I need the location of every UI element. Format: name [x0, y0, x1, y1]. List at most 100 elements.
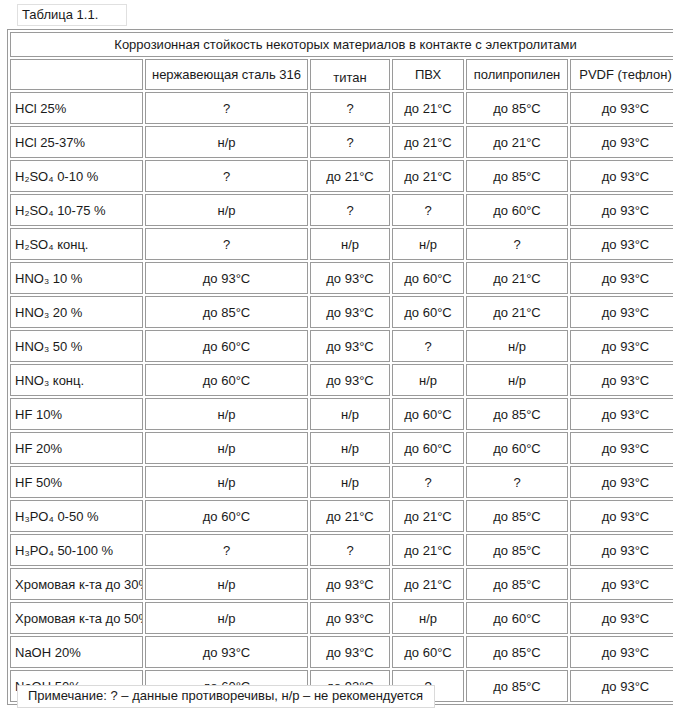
corrosion-table: Коррозионная стойкость некоторых материа…	[7, 29, 673, 705]
value-cell: до 21°C	[392, 92, 464, 124]
value-cell: до 93°C	[310, 568, 390, 600]
value-cell: до 60°C	[392, 432, 464, 464]
value-cell: ?	[310, 194, 390, 226]
table-row: HF 50% н/р н/р ? ? до 93°C	[10, 466, 673, 498]
value-cell: до 21°C	[310, 160, 390, 192]
row-label: H₂SO₄ 0-10 %	[10, 160, 143, 192]
value-cell: до 60°C	[392, 636, 464, 668]
value-cell: ?	[310, 92, 390, 124]
value-cell: до 85°C	[466, 636, 568, 668]
table-row: HNO₃ 20 % до 85°C до 93°C до 60°C до 21°…	[10, 296, 673, 328]
value-cell: до 21°C	[392, 160, 464, 192]
value-cell: ?	[392, 466, 464, 498]
row-label: HF 10%	[10, 398, 143, 430]
value-cell: до 93°C	[570, 330, 673, 362]
value-cell: до 85°C	[466, 670, 568, 702]
table-row: NaOH 20% до 93°C до 93°C до 60°C до 85°C…	[10, 636, 673, 668]
value-cell: н/р	[145, 568, 308, 600]
value-cell: н/р	[466, 330, 568, 362]
column-header-polypropylene: полипропилен	[466, 59, 568, 90]
column-header-titanium: титан	[310, 59, 390, 90]
value-cell: ?	[145, 92, 308, 124]
value-cell: до 93°C	[310, 636, 390, 668]
column-header-row: нержавеющая сталь 316 титан ПВХ полипроп…	[10, 59, 673, 90]
value-cell: до 93°C	[570, 636, 673, 668]
table-row: HCl 25-37% н/р ? до 21°C до 21°C до 93°C	[10, 126, 673, 158]
value-cell: ?	[466, 228, 568, 260]
value-cell: до 21°C	[392, 500, 464, 532]
value-cell: н/р	[145, 398, 308, 430]
value-cell: н/р	[310, 228, 390, 260]
value-cell: до 60°C	[466, 602, 568, 634]
table-caption: Таблица 1.1.	[17, 4, 127, 26]
row-label: HCl 25%	[10, 92, 143, 124]
value-cell: ?	[145, 160, 308, 192]
value-cell: до 93°C	[570, 670, 673, 702]
table-row: H₂SO₄ 0-10 % ? до 21°C до 21°C до 85°C д…	[10, 160, 673, 192]
value-cell: до 60°C	[392, 296, 464, 328]
table-row: HF 10% н/р н/р до 60°C до 85°C до 93°C	[10, 398, 673, 430]
document-page: Таблица 1.1. Коррозионная стойкость неко…	[0, 0, 673, 709]
value-cell: н/р	[392, 228, 464, 260]
row-label: H₂SO₄ 10-75 %	[10, 194, 143, 226]
value-cell: до 93°C	[145, 636, 308, 668]
row-label: H₂SO₄ конц.	[10, 228, 143, 260]
value-cell: до 21°C	[466, 296, 568, 328]
value-cell: до 93°C	[570, 432, 673, 464]
value-cell: до 93°C	[570, 364, 673, 396]
row-label: Хромовая к-та до 30%	[10, 568, 143, 600]
value-cell: до 93°C	[570, 160, 673, 192]
value-cell: н/р	[392, 364, 464, 396]
value-cell: до 21°C	[392, 568, 464, 600]
value-cell: н/р	[310, 466, 390, 498]
row-label: NaOH 20%	[10, 636, 143, 668]
value-cell: до 85°C	[466, 92, 568, 124]
value-cell: до 85°C	[145, 296, 308, 328]
row-label: HNO₃ 50 %	[10, 330, 143, 362]
value-cell: до 60°C	[466, 194, 568, 226]
table-row: Хромовая к-та до 30% н/р до 93°C до 21°C…	[10, 568, 673, 600]
value-cell: до 93°C	[310, 262, 390, 294]
value-cell: до 93°C	[310, 602, 390, 634]
value-cell: до 93°C	[145, 262, 308, 294]
row-label: HNO₃ 20 %	[10, 296, 143, 328]
value-cell: до 85°C	[466, 568, 568, 600]
row-label: HNO₃ конц.	[10, 364, 143, 396]
row-label: H₃PO₄ 0-50 %	[10, 500, 143, 532]
table-row: H₃PO₄ 50-100 % ? ? до 21°C до 85°C до 93…	[10, 534, 673, 566]
row-label: H₃PO₄ 50-100 %	[10, 534, 143, 566]
value-cell: до 93°C	[570, 194, 673, 226]
row-label: HNO₃ 10 %	[10, 262, 143, 294]
value-cell: ?	[310, 126, 390, 158]
value-cell: н/р	[145, 602, 308, 634]
value-cell: ?	[145, 228, 308, 260]
table-row: H₂SO₄ 10-75 % н/р ? ? до 60°C до 93°C	[10, 194, 673, 226]
value-cell: ?	[145, 534, 308, 566]
value-cell: до 93°C	[310, 364, 390, 396]
value-cell: до 85°C	[466, 500, 568, 532]
note-text: Примечание: ? – данные противоречивы, н/…	[17, 685, 435, 708]
value-cell: до 21°C	[466, 126, 568, 158]
table-title: Коррозионная стойкость некоторых материа…	[10, 32, 673, 57]
value-cell: ?	[392, 194, 464, 226]
value-cell: до 60°C	[145, 364, 308, 396]
table-row: HNO₃ 10 % до 93°C до 93°C до 60°C до 21°…	[10, 262, 673, 294]
value-cell: до 93°C	[570, 228, 673, 260]
table-title-row: Коррозионная стойкость некоторых материа…	[10, 32, 673, 57]
table-row: Хромовая к-та до 50% н/р до 93°C н/р до …	[10, 602, 673, 634]
value-cell: до 93°C	[570, 262, 673, 294]
row-label: HF 50%	[10, 466, 143, 498]
column-header-pvdf: PVDF (тефлон)	[570, 59, 673, 90]
value-cell: до 60°C	[392, 398, 464, 430]
value-cell: н/р	[145, 126, 308, 158]
value-cell: до 85°C	[466, 398, 568, 430]
value-cell: до 93°C	[570, 568, 673, 600]
value-cell: н/р	[392, 602, 464, 634]
value-cell: до 21°C	[392, 534, 464, 566]
value-cell: до 21°C	[392, 126, 464, 158]
row-label: HCl 25-37%	[10, 126, 143, 158]
value-cell: до 60°C	[392, 262, 464, 294]
value-cell: до 93°C	[570, 296, 673, 328]
column-header-titanium-label: титан	[333, 70, 366, 85]
value-cell: до 93°C	[570, 466, 673, 498]
